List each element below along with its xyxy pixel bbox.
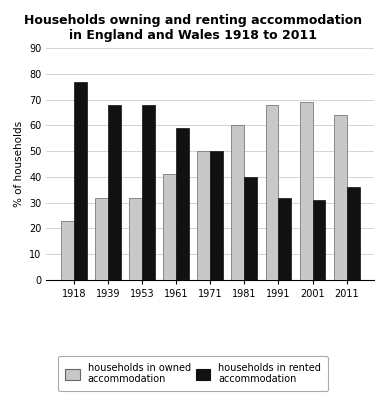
- Bar: [266, 105, 278, 280]
- Bar: [129, 198, 142, 280]
- Bar: [232, 125, 244, 280]
- Bar: [197, 151, 210, 280]
- Bar: [334, 115, 347, 280]
- Bar: [142, 105, 155, 280]
- Legend: households in owned
accommodation, households in rented
accommodation: households in owned accommodation, house…: [58, 356, 328, 391]
- Bar: [74, 82, 87, 280]
- Bar: [176, 128, 189, 280]
- Bar: [244, 177, 257, 280]
- Y-axis label: % of households: % of households: [14, 121, 24, 207]
- Bar: [108, 105, 121, 280]
- Bar: [278, 198, 291, 280]
- Bar: [210, 151, 223, 280]
- Bar: [347, 187, 359, 280]
- Bar: [61, 221, 74, 280]
- Text: Households owning and renting accommodation
in England and Wales 1918 to 2011: Households owning and renting accommodat…: [24, 14, 362, 42]
- Bar: [163, 174, 176, 280]
- Bar: [300, 102, 313, 280]
- Bar: [95, 198, 108, 280]
- Bar: [313, 200, 325, 280]
